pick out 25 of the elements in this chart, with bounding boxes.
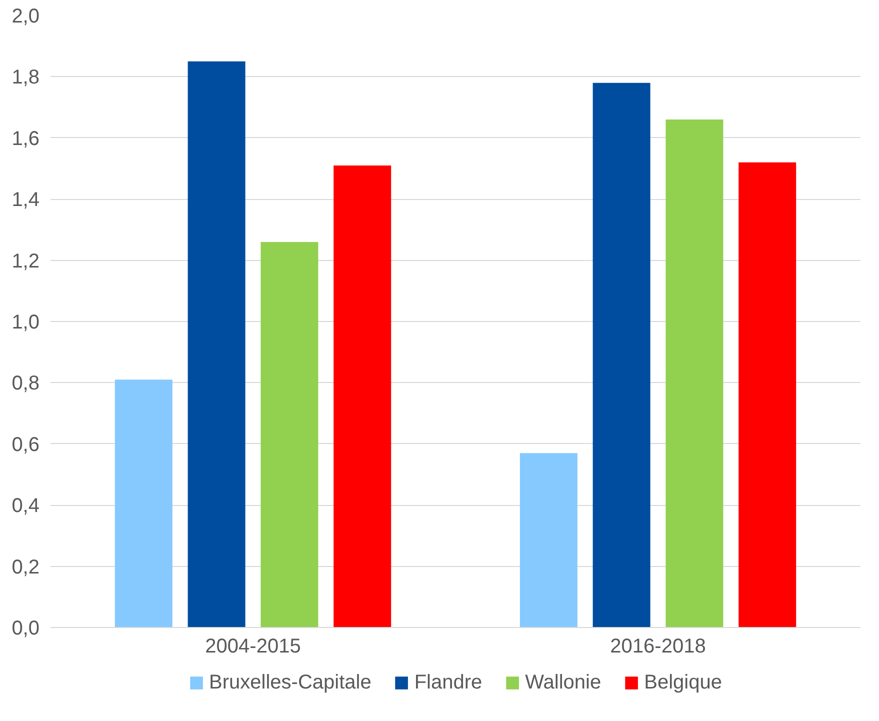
x-tick-label: 2004-2015 (205, 636, 301, 658)
y-tick-label: 0,2 (12, 556, 40, 578)
bar (666, 120, 724, 628)
y-tick-label: 1,4 (12, 189, 40, 212)
y-tick-label: 1,2 (12, 250, 40, 272)
y-tick-label: 2,0 (12, 6, 40, 28)
bar (188, 61, 246, 628)
y-tick-label: 0,4 (12, 495, 40, 518)
bar (520, 453, 578, 628)
legend-label: Belgique (644, 671, 722, 694)
y-tick-label: 0,6 (12, 434, 40, 456)
legend-label: Bruxelles-Capitale (209, 671, 372, 694)
bar (592, 82, 650, 628)
y-tick-label: 0,0 (12, 618, 40, 640)
bar (114, 380, 172, 628)
bar (260, 242, 318, 628)
y-tick-label: 0,8 (12, 372, 40, 395)
legend-label: Wallonie (525, 671, 602, 694)
y-tick-label: 1,6 (12, 128, 40, 150)
y-tick-label: 1,0 (12, 312, 40, 334)
y-tick-label: 1,8 (12, 66, 40, 89)
bar (738, 162, 796, 628)
bar (334, 165, 392, 628)
legend-label: Flandre (414, 671, 482, 694)
x-tick-label: 2016-2018 (610, 636, 706, 658)
